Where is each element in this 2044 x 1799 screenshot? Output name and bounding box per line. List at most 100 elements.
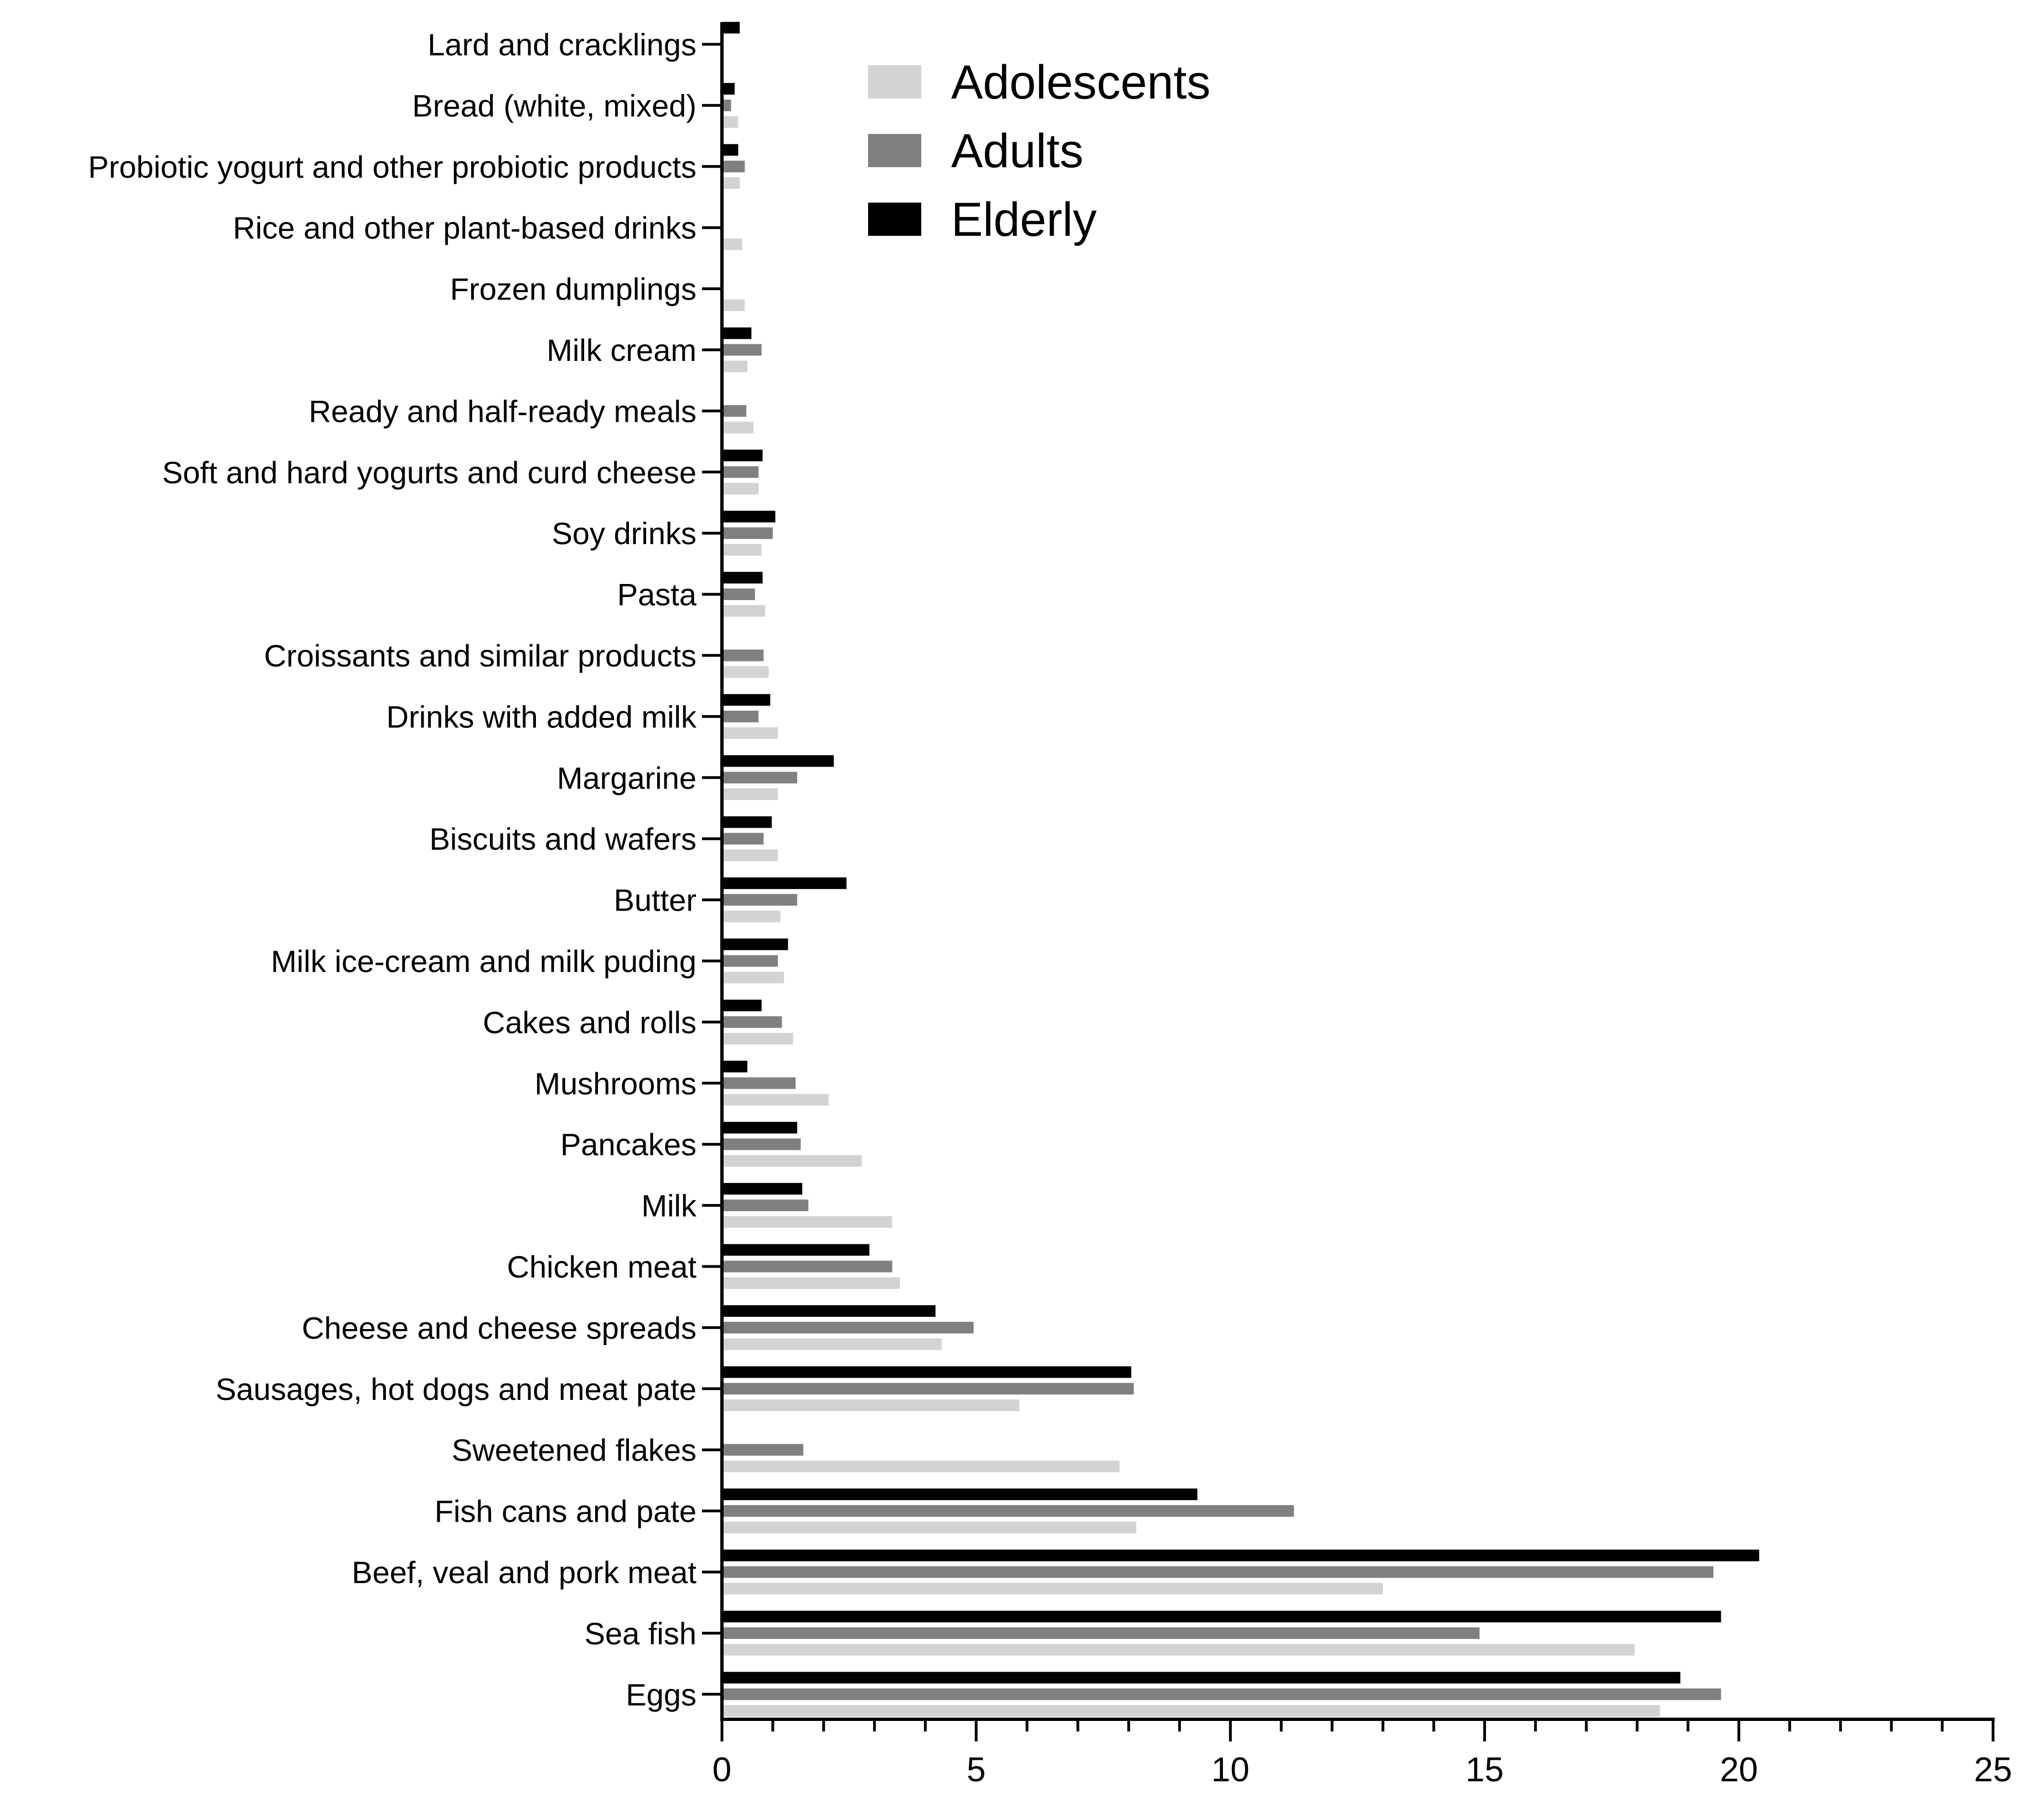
legend: Adolescents Adults Elderly (868, 56, 1211, 246)
bar-elderly (722, 938, 788, 950)
bar-adolescents (722, 1399, 1020, 1412)
bar-elderly (722, 1121, 797, 1134)
bar-adolescents (722, 360, 747, 373)
bar-adults (722, 1444, 803, 1456)
bar-elderly (722, 144, 739, 156)
x-tick-label: 15 (1465, 1751, 1504, 1789)
bar-adults (722, 1138, 801, 1150)
bar-adults (722, 588, 755, 601)
category-labels: Lard and cracklings Bread (white, mixed) P… (88, 27, 697, 1712)
category-label: Pancakes (560, 1127, 696, 1162)
category-label: Biscuits and wafers (430, 821, 696, 856)
bars-group (722, 22, 1759, 1717)
bar-adolescents (722, 1094, 829, 1106)
bar-elderly (722, 1061, 747, 1073)
bar-elderly (722, 1305, 936, 1317)
bar-elderly (722, 510, 776, 523)
bar-adolescents (722, 1705, 1660, 1717)
bar-elderly (722, 1183, 803, 1195)
legend-swatch-elderly (868, 203, 921, 236)
bar-adults (722, 1566, 1713, 1578)
bar-adults (722, 1321, 974, 1333)
legend-swatch-adults (868, 134, 921, 167)
x-tick-label: 5 (967, 1751, 985, 1789)
category-label: Sea fish (585, 1616, 696, 1651)
category-label: Cakes and rolls (483, 1005, 696, 1040)
x-axis-ticks: 0 5 10 15 20 25 (713, 1719, 2012, 1789)
bar-adolescents (722, 1155, 862, 1167)
bar-elderly (722, 1549, 1759, 1562)
x-tick-label: 0 (713, 1751, 731, 1789)
bar-adults (722, 649, 764, 661)
bar-adults (722, 1688, 1721, 1700)
bar-adolescents (722, 911, 781, 923)
category-label: Beef, veal and pork meat (352, 1555, 696, 1590)
bar-adolescents (722, 238, 742, 250)
bar-adults (722, 955, 778, 967)
category-label: Margarine (557, 761, 696, 795)
bar-elderly (722, 1610, 1721, 1622)
bar-adolescents (722, 788, 778, 800)
bar-elderly (722, 22, 740, 34)
category-label: Bread (white, mixed) (412, 88, 696, 123)
category-label: Butter (614, 883, 696, 918)
bar-adults (722, 1505, 1294, 1517)
bar-adolescents (722, 421, 753, 433)
bar-elderly (722, 572, 763, 584)
bar-adolescents (722, 1460, 1120, 1472)
category-label: Soft and hard yogurts and curd cheese (162, 455, 696, 490)
category-label: Pasta (617, 577, 697, 612)
bar-elderly (722, 1244, 870, 1256)
category-label: Soy drinks (552, 516, 696, 551)
category-label: Eggs (626, 1677, 696, 1712)
category-label: Probiotic yogurt and other probiotic pro… (88, 149, 696, 184)
x-tick-label: 20 (1720, 1751, 1758, 1789)
bar-adults (722, 1383, 1134, 1395)
bar-adolescents (722, 666, 769, 678)
bar-elderly (722, 694, 771, 706)
bar-adults (722, 1200, 809, 1212)
bar-adolescents (722, 116, 739, 128)
bar-adults (722, 833, 764, 845)
category-label: Milk cream (546, 333, 696, 368)
bar-elderly (722, 1488, 1198, 1501)
bar-adolescents (722, 544, 762, 556)
category-label: Chicken meat (507, 1249, 697, 1284)
bar-adolescents (722, 605, 766, 617)
bar-adults (722, 99, 731, 111)
x-tick-label: 10 (1211, 1751, 1250, 1789)
bar-adolescents (722, 849, 778, 861)
bar-elderly (722, 1672, 1681, 1684)
legend-label-adolescents: Adolescents (951, 56, 1211, 109)
bar-adolescents (722, 1216, 892, 1228)
category-label: Ready and half-ready meals (309, 394, 696, 428)
bar-adolescents (722, 1032, 793, 1045)
bar-adults (722, 466, 759, 478)
category-label: Milk (641, 1188, 697, 1223)
bar-elderly (722, 1366, 1132, 1378)
category-label: Lard and cracklings (427, 27, 696, 62)
legend-label-adults: Adults (951, 125, 1083, 178)
y-axis-ticks (702, 43, 722, 1696)
bar-adults (722, 1016, 782, 1028)
bar-adults (722, 344, 762, 356)
bar-adults (722, 161, 745, 173)
bar-elderly (722, 327, 752, 339)
bar-adolescents (722, 1583, 1383, 1595)
bar-adults (722, 894, 797, 906)
category-label: Rice and other plant-based drinks (233, 210, 696, 245)
bar-adults (722, 1260, 892, 1273)
category-label: Croissants and similar products (264, 638, 696, 673)
bar-elderly (722, 816, 772, 828)
bar-elderly (722, 449, 763, 462)
category-label: Sausages, hot dogs and meat pate (215, 1372, 696, 1407)
bar-adolescents (722, 1338, 942, 1350)
bar-elderly (722, 755, 834, 767)
bar-adolescents (722, 299, 745, 312)
bar-adults (722, 772, 797, 784)
bar-adolescents (722, 483, 759, 495)
bar-elderly (722, 999, 762, 1011)
bar-elderly (722, 877, 847, 890)
bar-elderly (722, 82, 735, 95)
category-label: Milk ice-cream and milk puding (271, 944, 696, 979)
